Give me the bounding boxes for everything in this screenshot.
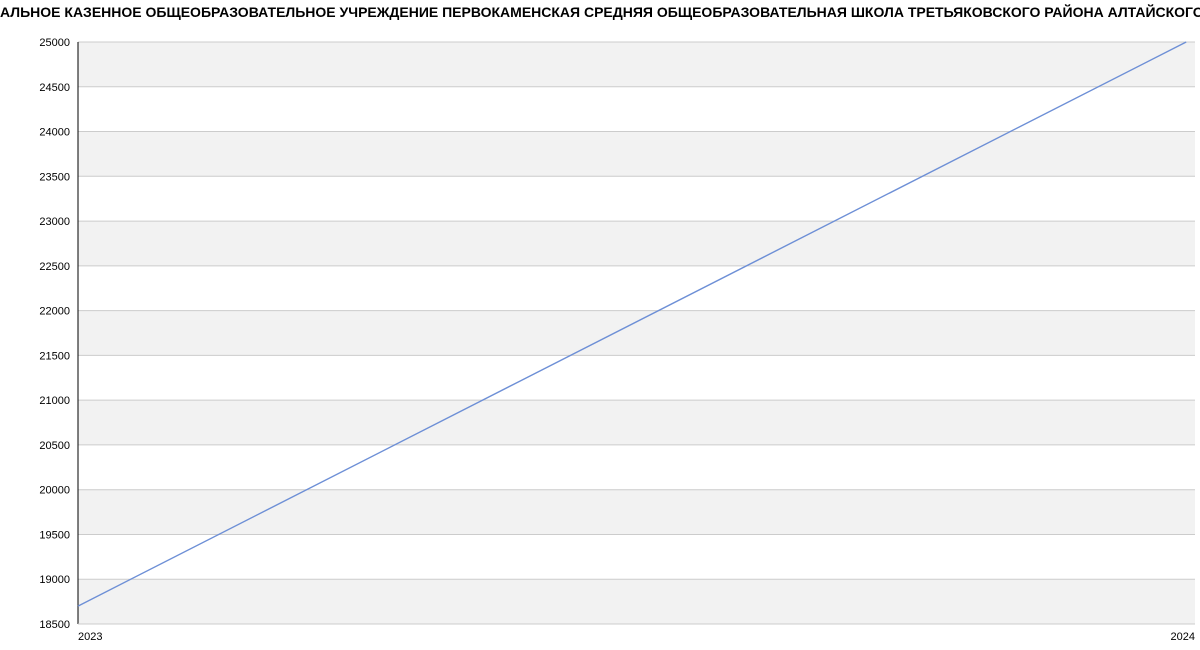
svg-text:18500: 18500 xyxy=(39,619,70,631)
chart-area: 18500 19000 19500 20000 20500 21000 21500 22000… xyxy=(0,20,1200,650)
svg-text:22500: 22500 xyxy=(39,261,70,273)
svg-text:20500: 20500 xyxy=(39,440,70,452)
svg-text:19000: 19000 xyxy=(39,574,70,586)
svg-text:25000: 25000 xyxy=(39,37,70,49)
svg-text:24000: 24000 xyxy=(39,127,70,139)
chart-title: АЛЬНОЕ КАЗЕННОЕ ОБЩЕОБРАЗОВАТЕЛЬНОЕ УЧРЕ… xyxy=(0,0,1200,20)
svg-text:2024: 2024 xyxy=(1171,631,1195,643)
svg-text:22000: 22000 xyxy=(39,306,70,318)
svg-text:21000: 21000 xyxy=(39,395,70,407)
svg-text:23000: 23000 xyxy=(39,216,70,228)
svg-text:23500: 23500 xyxy=(39,171,70,183)
svg-text:21500: 21500 xyxy=(39,350,70,362)
svg-text:20000: 20000 xyxy=(39,485,70,497)
svg-text:24500: 24500 xyxy=(39,82,70,94)
svg-text:2023: 2023 xyxy=(78,631,102,643)
svg-text:19500: 19500 xyxy=(39,529,70,541)
line-chart-svg: 18500 19000 19500 20000 20500 21000 21500 22000… xyxy=(0,20,1200,650)
